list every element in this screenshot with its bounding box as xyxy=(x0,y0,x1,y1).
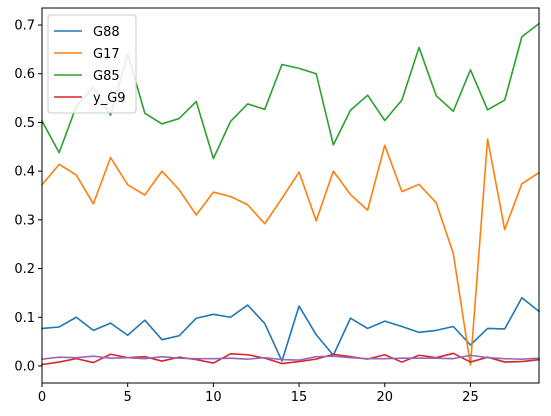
x-tick-label: 25 xyxy=(462,390,479,405)
x-tick-label: 15 xyxy=(291,390,308,405)
x-tick-label: 10 xyxy=(205,390,222,405)
y-tick-label: 0.3 xyxy=(14,213,35,228)
x-axis: 0 5 10 15 20 25 xyxy=(38,383,479,405)
legend-label-g85: G85 xyxy=(93,69,120,84)
y-tick-label: 0.2 xyxy=(14,262,35,277)
legend-label-g17: G17 xyxy=(93,47,120,62)
series-line-g17 xyxy=(40,138,541,366)
y-tick-label: 0.7 xyxy=(14,19,35,34)
y-tick-label: 0.1 xyxy=(14,311,35,326)
x-tick-label: 0 xyxy=(38,390,46,405)
x-tick-label: 20 xyxy=(376,390,393,405)
legend: G88 G17 G85 y_G9 xyxy=(47,14,137,114)
legend-box xyxy=(47,14,137,114)
x-tick-label: 5 xyxy=(124,390,132,405)
series-line-unlabeled-5 xyxy=(41,354,540,361)
legend-label-g88: G88 xyxy=(93,25,120,40)
plot-frame xyxy=(41,7,540,384)
y-tick-label: 0.6 xyxy=(14,67,35,82)
legend-label-y-g9: y_G9 xyxy=(93,91,126,106)
y-tick-label: 0.5 xyxy=(14,116,35,131)
series-line-g88 xyxy=(41,296,541,362)
y-tick-label: 0.4 xyxy=(14,165,35,180)
y-tick-label: 0.0 xyxy=(14,359,35,374)
y-axis: 0.0 0.1 0.2 0.3 0.4 0.5 0.6 0.7 xyxy=(14,19,42,374)
